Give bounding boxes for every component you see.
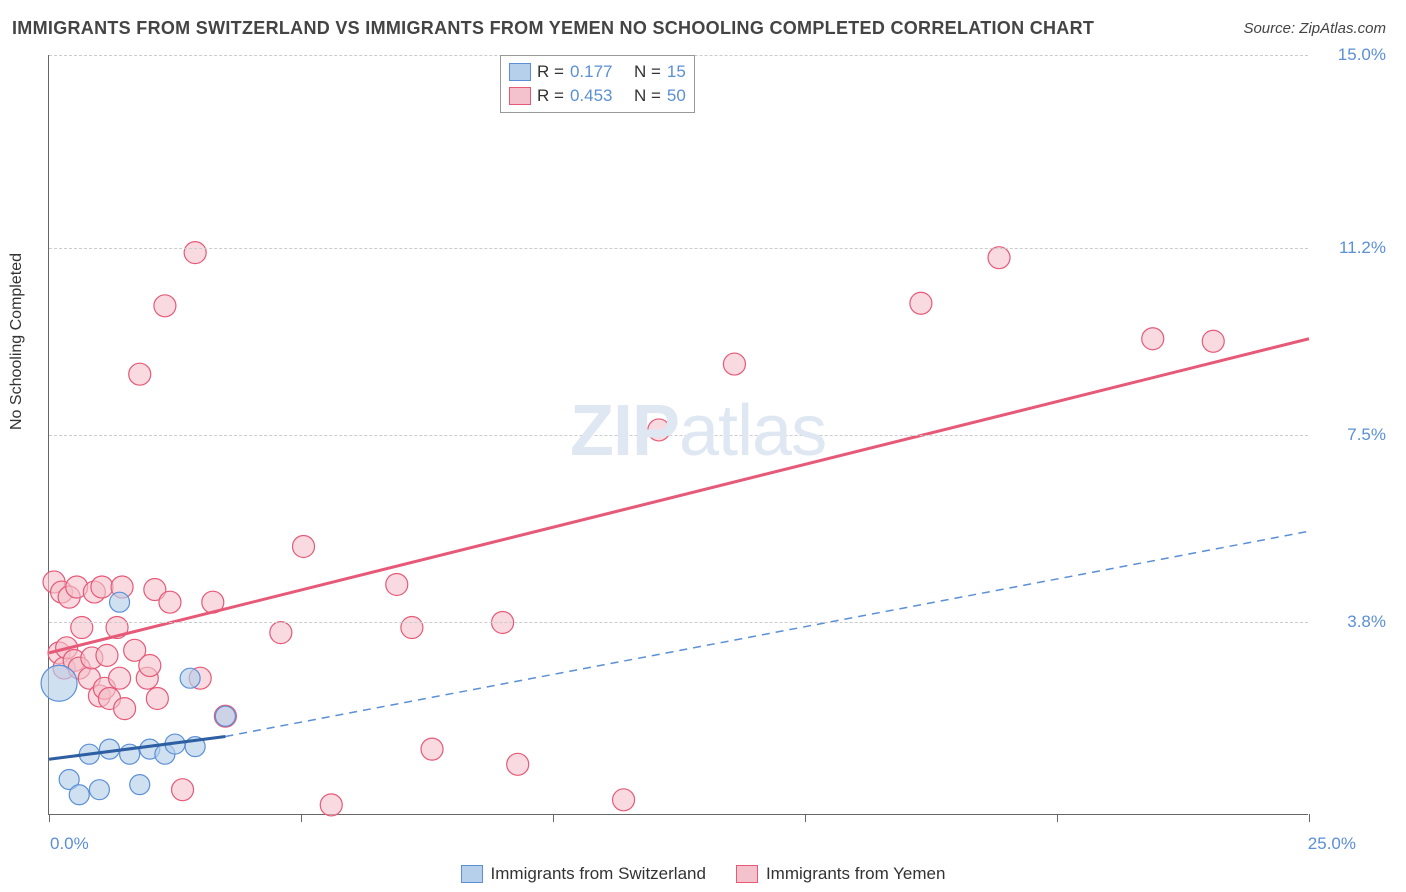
bottom-legend-label-2: Immigrants from Yemen: [766, 864, 946, 884]
data-point: [1202, 330, 1224, 352]
data-point: [293, 535, 315, 557]
data-point: [723, 353, 745, 375]
trend-line: [49, 339, 1309, 653]
x-tick: [1057, 814, 1058, 822]
legend-n-label-2: N =: [634, 84, 661, 108]
y-tick-label: 3.8%: [1347, 612, 1386, 632]
y-tick-label: 7.5%: [1347, 425, 1386, 445]
bottom-swatch-yemen: [736, 865, 758, 883]
data-point: [69, 785, 89, 805]
x-tick: [553, 814, 554, 822]
bottom-legend-label-1: Immigrants from Switzerland: [491, 864, 706, 884]
data-point: [96, 644, 118, 666]
source-attribution: Source: ZipAtlas.com: [1243, 20, 1386, 37]
data-point: [988, 247, 1010, 269]
legend-n-label-1: N =: [634, 60, 661, 84]
data-point: [89, 780, 109, 800]
x-tick: [49, 814, 50, 822]
data-point: [41, 665, 77, 701]
data-point: [386, 573, 408, 595]
legend-r-label-1: R =: [537, 60, 564, 84]
legend-swatch-switzerland: [509, 63, 531, 81]
y-tick-label: 15.0%: [1338, 45, 1386, 65]
data-point: [130, 775, 150, 795]
legend-row-2: R = 0.453 N = 50: [509, 84, 686, 108]
gridline: [49, 622, 1308, 623]
data-point: [139, 655, 161, 677]
legend-r-value-2: 0.453: [570, 84, 613, 108]
x-tick: [1309, 814, 1310, 822]
bottom-swatch-switzerland: [461, 865, 483, 883]
chart-title: IMMIGRANTS FROM SWITZERLAND VS IMMIGRANT…: [12, 18, 1094, 39]
data-point: [215, 706, 235, 726]
bottom-legend: Immigrants from Switzerland Immigrants f…: [0, 864, 1406, 884]
bottom-legend-item-2: Immigrants from Yemen: [736, 864, 946, 884]
data-point: [613, 789, 635, 811]
data-point: [507, 753, 529, 775]
bottom-legend-item-1: Immigrants from Switzerland: [461, 864, 706, 884]
legend-row-1: R = 0.177 N = 15: [509, 60, 686, 84]
data-point: [110, 592, 130, 612]
data-point: [270, 622, 292, 644]
gridline: [49, 248, 1308, 249]
trend-line: [225, 531, 1309, 736]
data-point: [114, 698, 136, 720]
data-point: [1142, 328, 1164, 350]
data-point: [129, 363, 151, 385]
x-tick: [301, 814, 302, 822]
data-point: [109, 667, 131, 689]
data-point: [184, 242, 206, 264]
data-point: [421, 738, 443, 760]
legend-n-value-2: 50: [667, 84, 686, 108]
x-axis-min-label: 0.0%: [50, 834, 89, 854]
legend-swatch-yemen: [509, 87, 531, 105]
data-point: [159, 591, 181, 613]
legend-r-value-1: 0.177: [570, 60, 613, 84]
data-point: [180, 668, 200, 688]
chart-container: IMMIGRANTS FROM SWITZERLAND VS IMMIGRANT…: [0, 0, 1406, 892]
legend-n-value-1: 15: [667, 60, 686, 84]
legend-r-label-2: R =: [537, 84, 564, 108]
data-point: [91, 576, 113, 598]
y-axis-label: No Schooling Completed: [8, 253, 26, 430]
y-tick-label: 11.2%: [1339, 238, 1386, 258]
data-point: [154, 295, 176, 317]
plot-area: [48, 55, 1308, 815]
correlation-legend: R = 0.177 N = 15 R = 0.453 N = 50: [500, 55, 695, 113]
data-point: [172, 779, 194, 801]
data-point: [320, 794, 342, 816]
data-point: [401, 617, 423, 639]
data-point: [648, 419, 670, 441]
x-tick: [805, 814, 806, 822]
x-axis-max-label: 25.0%: [1308, 834, 1356, 854]
data-point: [71, 617, 93, 639]
data-point: [146, 687, 168, 709]
gridline: [49, 435, 1308, 436]
data-point: [910, 292, 932, 314]
